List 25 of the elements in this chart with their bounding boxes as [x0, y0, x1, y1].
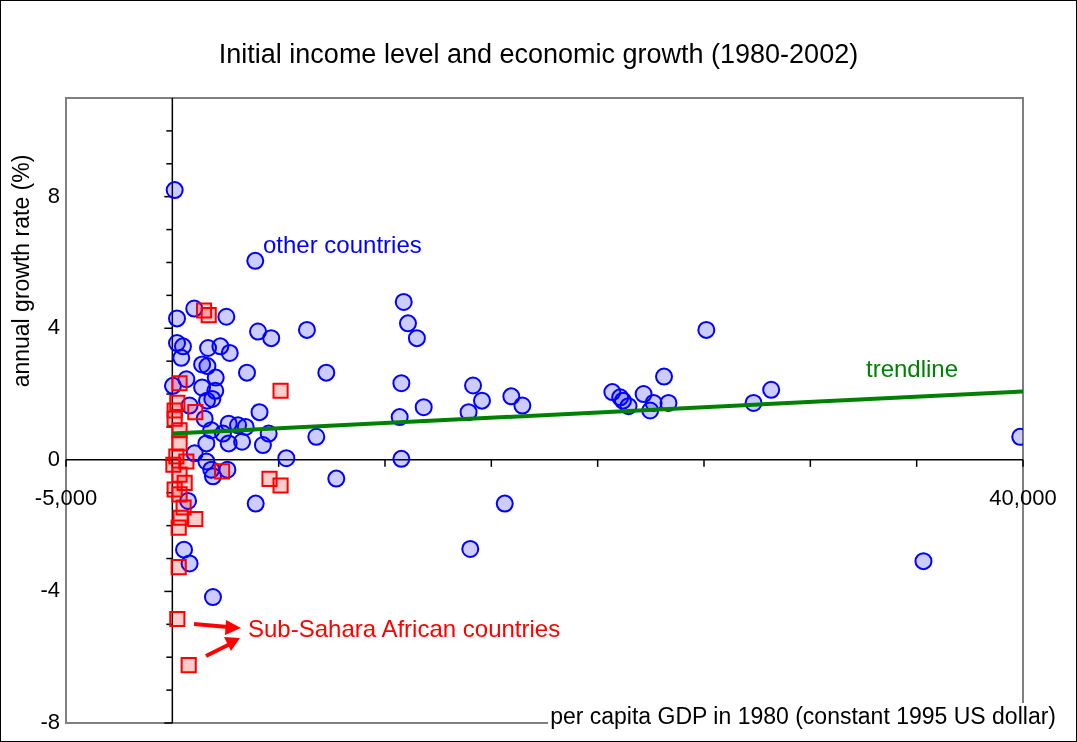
- y-tick-label: 0: [47, 445, 60, 471]
- x-axis-title: per capita GDP in 1980 (constant 1995 US dollar): [548, 703, 1058, 730]
- series-label: other countries: [263, 231, 422, 259]
- point: [169, 610, 186, 628]
- point: [171, 486, 188, 503]
- chart-title: Initial income level and economic growth (1980-2002): [217, 39, 860, 70]
- y-tick-label: 8: [47, 182, 60, 208]
- point: [170, 519, 187, 536]
- point: [272, 477, 289, 494]
- y-tick-label: -8: [40, 709, 60, 735]
- point: [180, 657, 197, 674]
- x-tick-label: -5,000: [34, 484, 98, 510]
- series-label: trendline: [866, 355, 959, 383]
- x-tick-label: 40,000: [989, 484, 1057, 510]
- legend-label: Sub-Sahara African countries: [248, 615, 561, 643]
- point: [170, 559, 187, 576]
- point: [171, 375, 188, 392]
- point: [214, 463, 231, 480]
- point: [187, 404, 204, 421]
- y-tick-label: -4: [40, 577, 60, 603]
- point: [200, 307, 217, 324]
- y-axis-title: annual growth rate (%): [7, 154, 35, 388]
- point: [171, 435, 188, 452]
- point: [272, 382, 289, 399]
- y-tick-label: 4: [47, 314, 60, 340]
